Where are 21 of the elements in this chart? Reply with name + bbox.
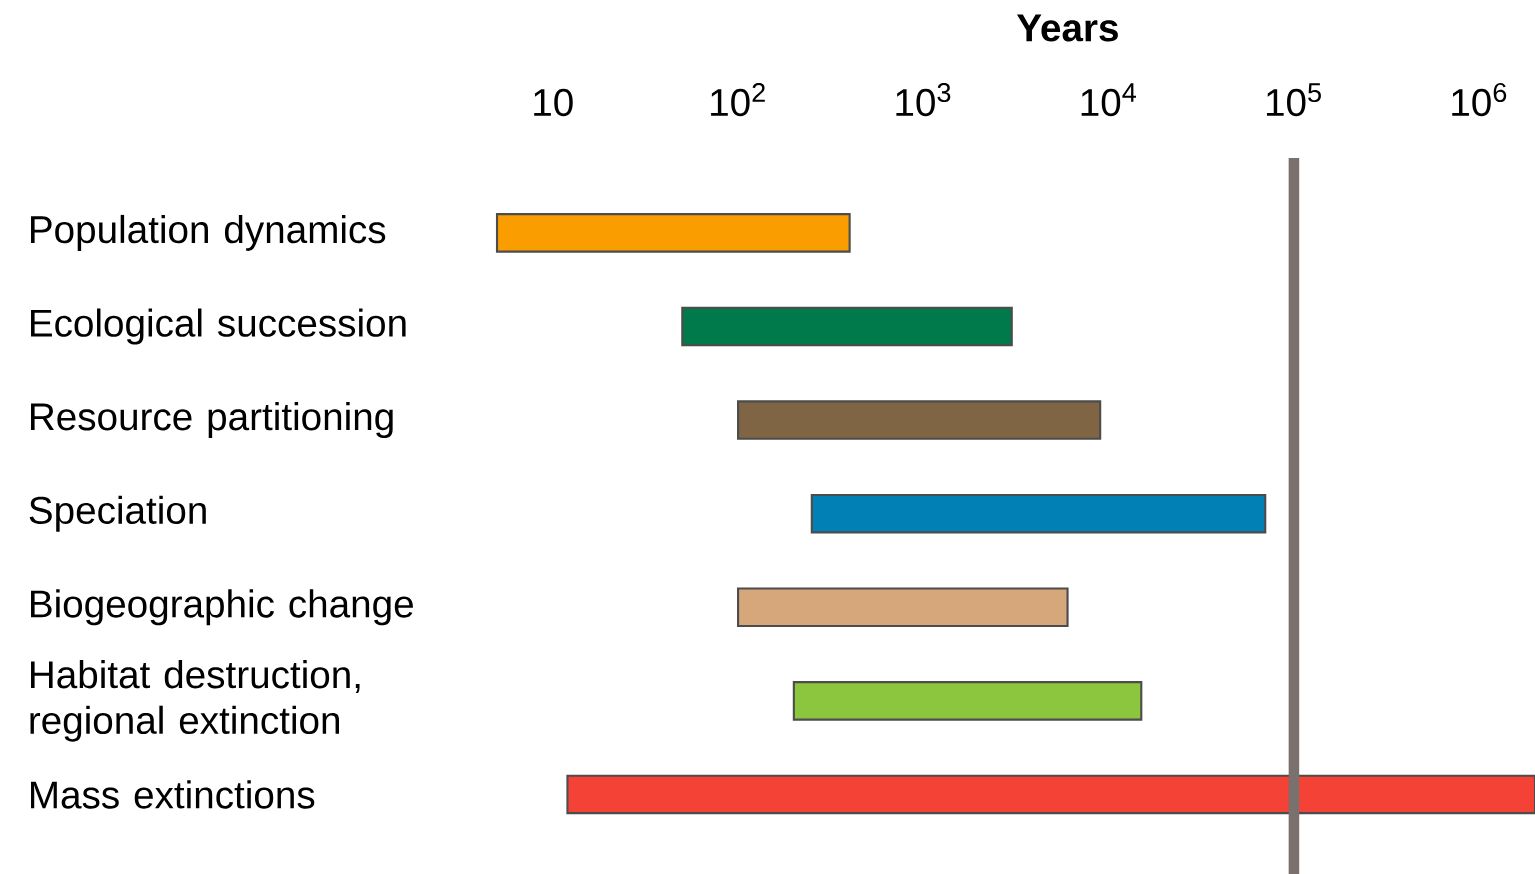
bar bbox=[737, 400, 1102, 440]
bar bbox=[681, 306, 1013, 347]
y-tick-label: Resource partitioning bbox=[31, 402, 393, 439]
x-tick-label: 10$^{4}$ bbox=[1081, 83, 1137, 117]
y-tick-label: Mass extinctions bbox=[31, 780, 315, 809]
x-tick-label: 10$^{6}$ bbox=[1452, 82, 1507, 117]
y-tick-label: Speciation bbox=[29, 495, 206, 532]
y-tick-label: Habitat destruction, regional extinction bbox=[30, 660, 360, 742]
bar bbox=[566, 774, 1535, 815]
y-tick-label: Ecological succession bbox=[31, 308, 406, 345]
x-tick-label: 10 bbox=[534, 88, 573, 117]
y-tick-label: Biogeographic change bbox=[31, 589, 413, 626]
x-tick-label: 10$^{3}$ bbox=[896, 82, 951, 117]
y-tick-label: Population dynamics bbox=[31, 214, 386, 251]
x-axis-title: Years bbox=[1016, 14, 1118, 42]
x-tick-label: 10$^{2}$ bbox=[711, 82, 765, 117]
x-tick-label: 10$^{5}$ bbox=[1266, 83, 1321, 117]
bar bbox=[495, 213, 851, 253]
bar bbox=[737, 587, 1069, 628]
bar bbox=[792, 681, 1143, 721]
bar bbox=[810, 493, 1267, 534]
